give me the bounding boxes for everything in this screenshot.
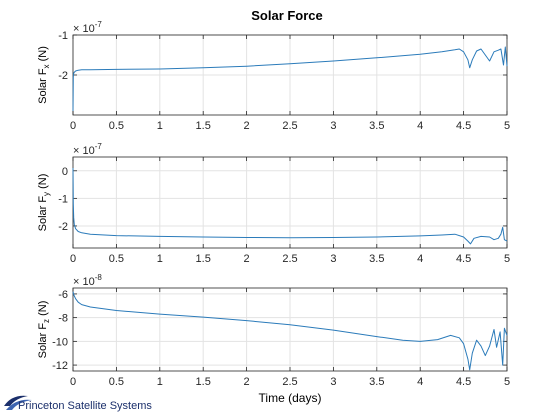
x-tick-label: 5 <box>504 253 510 265</box>
x-tick-label: 1 <box>157 253 163 265</box>
x-tick-label: 5 <box>504 376 510 388</box>
x-axis-label: Time (days) <box>259 391 322 405</box>
series-line <box>72 46 508 112</box>
x-tick-label: 4 <box>417 253 423 265</box>
subplot-2: 0 0.5 1 1.5 2 2.5 3 3.5 4 4.5 5 -2 -1 0 × 10-7 Solar Fy… <box>37 142 510 265</box>
x-tick-label: 1.5 <box>196 120 211 132</box>
x-tick-label: 0 <box>70 120 76 132</box>
y-tick-label: -1 <box>58 193 68 205</box>
x-tick-label: 4.5 <box>456 120 471 132</box>
y-axis-label: Solar Fy (N) <box>37 174 51 232</box>
y-tick-label: 0 <box>62 166 68 178</box>
x-tick-label: 4 <box>417 376 423 388</box>
x-tick-label: 2.5 <box>282 120 297 132</box>
y-axis-label: Solar Fz (N) <box>37 301 51 359</box>
x-tick-label: 1.5 <box>196 376 211 388</box>
y-exponent-label: × 10-7 <box>73 20 102 35</box>
x-tick-label: 4 <box>417 120 423 132</box>
x-tick-label: 2 <box>244 120 250 132</box>
x-tick-label: 2.5 <box>282 253 297 265</box>
x-tick-label: 3.5 <box>369 253 384 265</box>
x-tick-label: 2 <box>244 253 250 265</box>
y-tick-label: -2 <box>58 221 68 233</box>
series-line <box>72 167 508 245</box>
x-tick-label: 2 <box>244 376 250 388</box>
y-exponent-label: × 10-8 <box>73 273 102 288</box>
x-tick-label: 3.5 <box>369 376 384 388</box>
princeton-satellite-systems-logo-icon <box>4 395 32 410</box>
y-axis-label: Solar Fx (N) <box>37 46 51 104</box>
x-tick-label: 0.5 <box>109 376 124 388</box>
x-tick-label: 5 <box>504 120 510 132</box>
y-tick-label: -6 <box>58 289 68 301</box>
subplot-1: 0 0.5 1 1.5 2 2.5 3 3.5 4 4.5 5 -2 -1 × 10-7 Solar Fx … <box>37 20 510 132</box>
x-tick-label: 3 <box>330 376 336 388</box>
x-tick-label: 3.5 <box>369 120 384 132</box>
series-line <box>72 291 508 371</box>
y-tick-label: -1 <box>58 30 68 42</box>
logo-text: Princeton Satellite Systems <box>18 400 152 412</box>
x-tick-label: 0 <box>70 253 76 265</box>
y-exponent-label: × 10-7 <box>73 142 102 157</box>
y-tick-label: -10 <box>52 336 68 348</box>
x-tick-label: 4.5 <box>456 376 471 388</box>
x-tick-label: 1 <box>157 120 163 132</box>
y-tick-label: -12 <box>52 360 68 372</box>
y-tick-label: -2 <box>58 70 68 82</box>
x-tick-label: 3 <box>330 253 336 265</box>
x-tick-label: 0.5 <box>109 253 124 265</box>
x-tick-label: 0.5 <box>109 120 124 132</box>
y-tick-label: -8 <box>58 313 68 325</box>
x-tick-label: 1.5 <box>196 253 211 265</box>
figure-title: Solar Force <box>251 8 323 23</box>
x-tick-label: 1 <box>157 376 163 388</box>
x-tick-label: 0 <box>70 376 76 388</box>
x-tick-label: 3 <box>330 120 336 132</box>
x-tick-label: 4.5 <box>456 253 471 265</box>
x-tick-label: 2.5 <box>282 376 297 388</box>
subplot-3: 0 0.5 1 1.5 2 2.5 3 3.5 4 4.5 5 -12 -10 -8 -6 × 10-8 Sol… <box>37 273 510 405</box>
